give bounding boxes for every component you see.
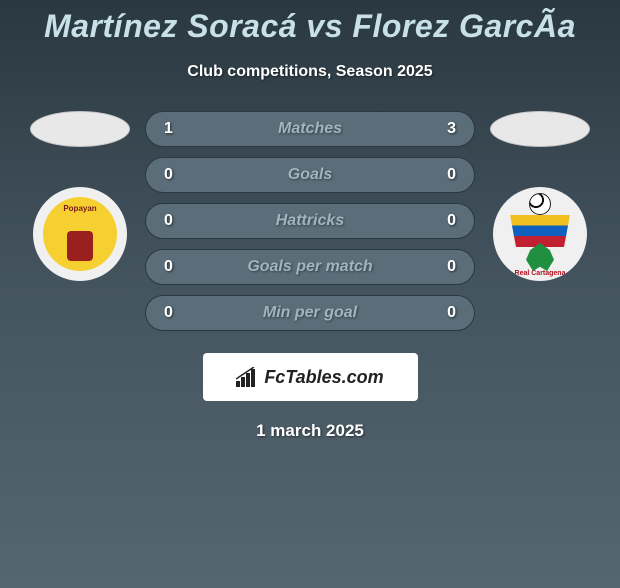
stat-right-value: 0 — [447, 166, 456, 184]
stat-label: Goals — [288, 166, 332, 184]
stat-row-matches: 1 Matches 3 — [145, 111, 475, 147]
flag-stripes-icon — [510, 215, 570, 247]
site-logo: FcTables.com — [203, 353, 418, 401]
stat-right-value: 0 — [447, 304, 456, 322]
stat-right-value: 3 — [447, 120, 456, 138]
stat-right-value: 0 — [447, 212, 456, 230]
left-club-badge: Popayan — [33, 187, 127, 281]
stat-row-min-per-goal: 0 Min per goal 0 — [145, 295, 475, 331]
stat-row-hattricks: 0 Hattricks 0 — [145, 203, 475, 239]
logo-text: FcTables.com — [264, 367, 383, 388]
stat-right-value: 0 — [447, 258, 456, 276]
right-club-badge-inner: Real Cartagena — [502, 191, 578, 277]
left-player-placeholder — [30, 111, 130, 147]
left-club-badge-inner: Popayan — [43, 197, 117, 271]
stat-label: Min per goal — [263, 304, 357, 322]
stat-label: Hattricks — [276, 212, 344, 230]
stats-column: 1 Matches 3 0 Goals 0 0 Hattricks 0 0 Go… — [135, 111, 485, 341]
stat-label: Goals per match — [247, 258, 372, 276]
right-player-col: Real Cartagena — [485, 111, 595, 281]
leaf-icon — [526, 243, 554, 271]
left-club-name: Popayan — [43, 205, 117, 213]
right-player-placeholder — [490, 111, 590, 147]
page-title: Martínez Soracá vs Florez GarcÃ­a — [0, 8, 620, 45]
stat-left-value: 0 — [164, 304, 173, 322]
left-player-col: Popayan — [25, 111, 135, 281]
stat-left-value: 0 — [164, 258, 173, 276]
stat-row-goals: 0 Goals 0 — [145, 157, 475, 193]
stat-row-goals-per-match: 0 Goals per match 0 — [145, 249, 475, 285]
comparison-row: Popayan 1 Matches 3 0 Goals 0 0 Hattrick… — [0, 111, 620, 341]
stat-left-value: 0 — [164, 212, 173, 230]
bar-chart-icon — [236, 367, 258, 387]
stat-left-value: 0 — [164, 166, 173, 184]
stat-left-value: 1 — [164, 120, 173, 138]
page-subtitle: Club competitions, Season 2025 — [0, 63, 620, 81]
right-club-name: Real Cartagena — [502, 270, 578, 277]
right-club-badge: Real Cartagena — [493, 187, 587, 281]
soccer-ball-icon — [529, 193, 551, 215]
stat-label: Matches — [278, 120, 342, 138]
footer-date: 1 march 2025 — [0, 421, 620, 441]
